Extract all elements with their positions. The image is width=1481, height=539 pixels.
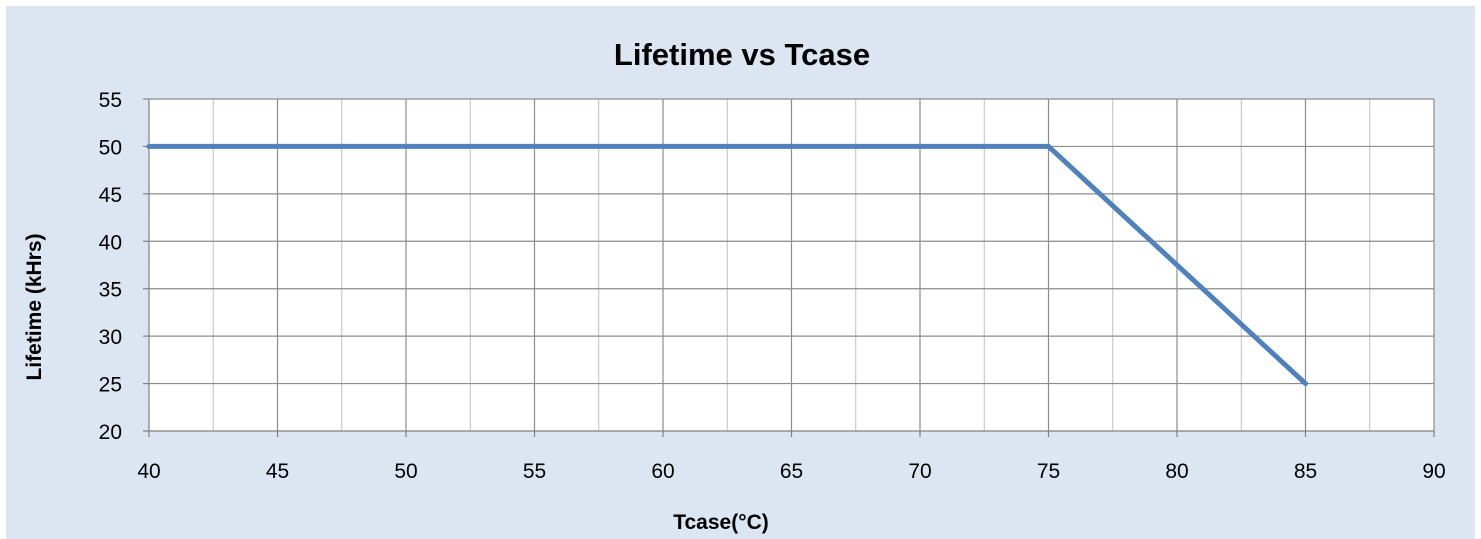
y-tick-label: 20 [99, 421, 122, 444]
series-line [146, 143, 1308, 387]
x-tick-label: 55 [523, 460, 546, 483]
major-gridlines [149, 98, 1435, 431]
x-tick-label: 60 [651, 460, 674, 483]
y-tick-label: 30 [99, 326, 122, 349]
y-tick-label: 40 [99, 231, 122, 254]
y-tick-label: 55 [99, 89, 122, 112]
x-tick-label: 90 [1422, 460, 1445, 483]
x-tick-label: 40 [137, 460, 160, 483]
y-tick-label: 50 [99, 136, 122, 159]
y-tick-label: 25 [99, 374, 122, 397]
chart-title: Lifetime vs Tcase [614, 37, 870, 72]
x-tick-label: 85 [1294, 460, 1317, 483]
series-group [146, 143, 1308, 387]
y-tick-label: 35 [99, 279, 122, 302]
minor-gridlines [212, 99, 1371, 431]
x-tick-labels: 40 45 50 55 60 65 70 75 80 85 90 [137, 460, 1445, 483]
x-tick-label: 80 [1165, 460, 1188, 483]
x-tick-label: 70 [908, 460, 931, 483]
y-axis-label: Lifetime (kHrs) [23, 233, 46, 380]
y-tick-label: 45 [99, 184, 122, 207]
x-tick-label: 45 [266, 460, 289, 483]
x-tick-label: 65 [780, 460, 803, 483]
axis-ticks [143, 98, 1435, 437]
y-tick-labels: 20 25 30 35 40 45 50 55 [99, 89, 122, 444]
x-axis-label: Tcase(°C) [673, 511, 769, 534]
x-tick-label: 50 [394, 460, 417, 483]
x-tick-label: 75 [1037, 460, 1060, 483]
